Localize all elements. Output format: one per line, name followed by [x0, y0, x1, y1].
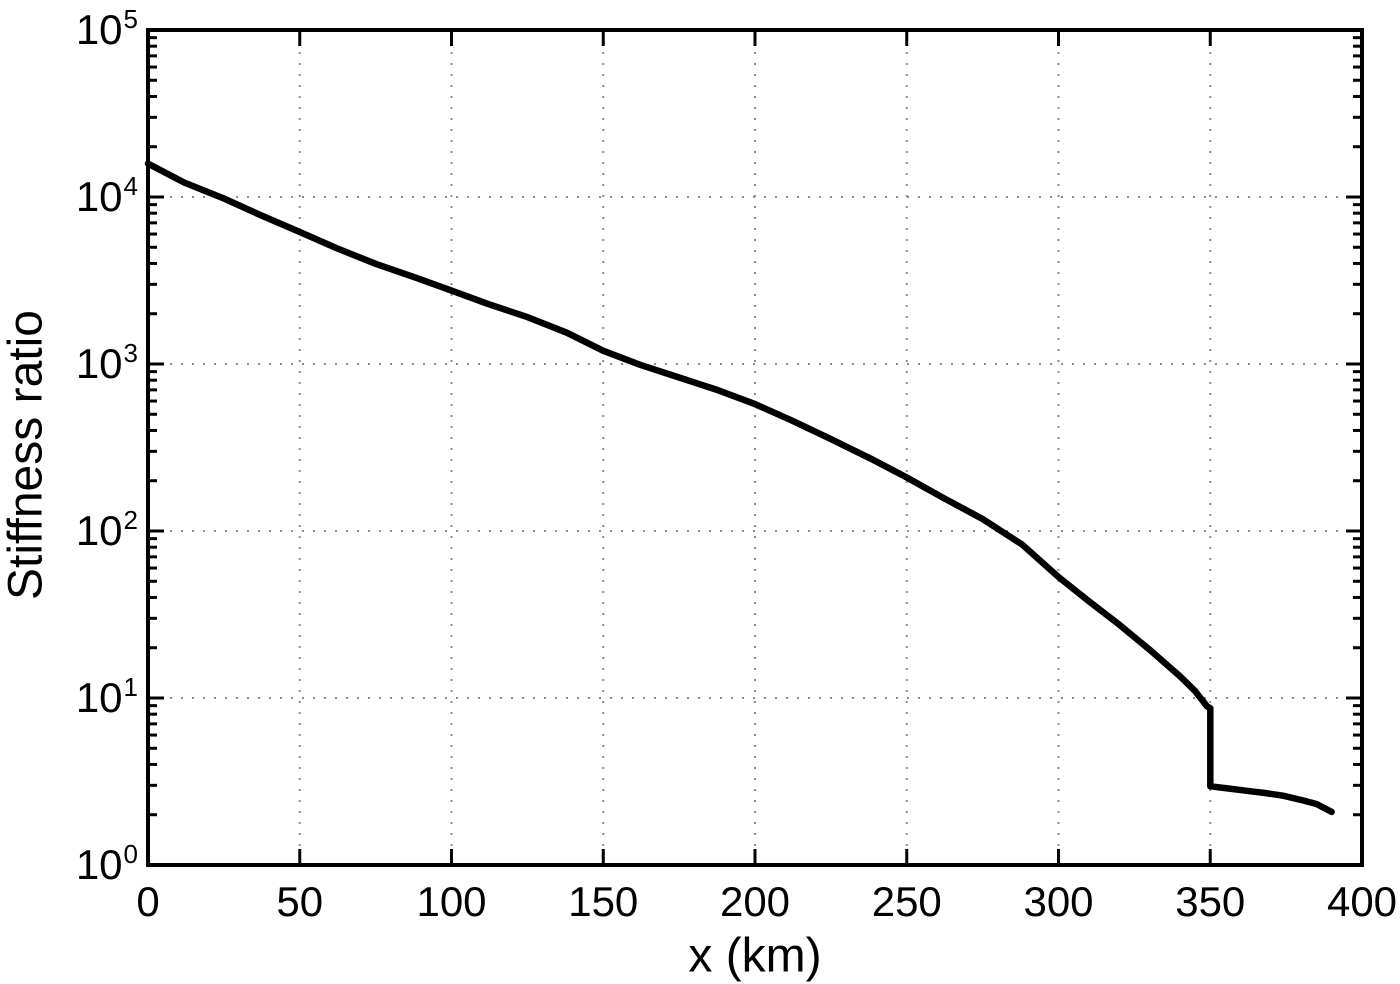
y-tick-exponent: 1 — [123, 672, 138, 702]
x-tick-label: 250 — [871, 878, 942, 925]
y-tick-base: 10 — [75, 173, 123, 220]
y-tick-label: 102 — [0, 505, 138, 555]
x-tick-label: 200 — [719, 878, 791, 925]
x-tick-label: 300 — [1023, 878, 1094, 925]
y-tick-base: 10 — [75, 6, 123, 53]
y-tick-label: 101 — [0, 672, 138, 722]
x-axis-label: x (km) — [688, 929, 822, 983]
y-axis-label: Stiffness ratio — [0, 310, 53, 600]
y-tick-exponent: 5 — [123, 4, 138, 34]
tick-marks — [146, 28, 1364, 867]
y-tick-base: 10 — [75, 507, 123, 554]
y-tick-label: 104 — [0, 171, 138, 221]
stiffness-ratio-curve — [144, 160, 1335, 816]
x-tick-label: 350 — [1175, 878, 1246, 925]
y-tick-exponent: 3 — [123, 338, 138, 368]
y-tick-exponent: 0 — [123, 839, 138, 869]
y-tick-label: 103 — [0, 338, 138, 388]
axes-box — [146, 28, 1364, 867]
y-tick-label: 100 — [0, 839, 138, 889]
y-tick-base: 10 — [75, 841, 123, 888]
y-tick-exponent: 2 — [123, 505, 138, 535]
y-tick-exponent: 4 — [123, 171, 138, 201]
x-tick-label: 150 — [568, 878, 639, 925]
x-tick-label: 100 — [416, 878, 487, 925]
x-tick-label: 400 — [1326, 878, 1398, 925]
y-tick-label: 105 — [0, 4, 138, 54]
x-tick-label: 0 — [136, 878, 160, 925]
y-tick-base: 10 — [75, 674, 123, 721]
x-tick-label: 50 — [276, 878, 324, 925]
y-tick-base: 10 — [75, 340, 123, 387]
grid-lines — [148, 30, 1362, 865]
